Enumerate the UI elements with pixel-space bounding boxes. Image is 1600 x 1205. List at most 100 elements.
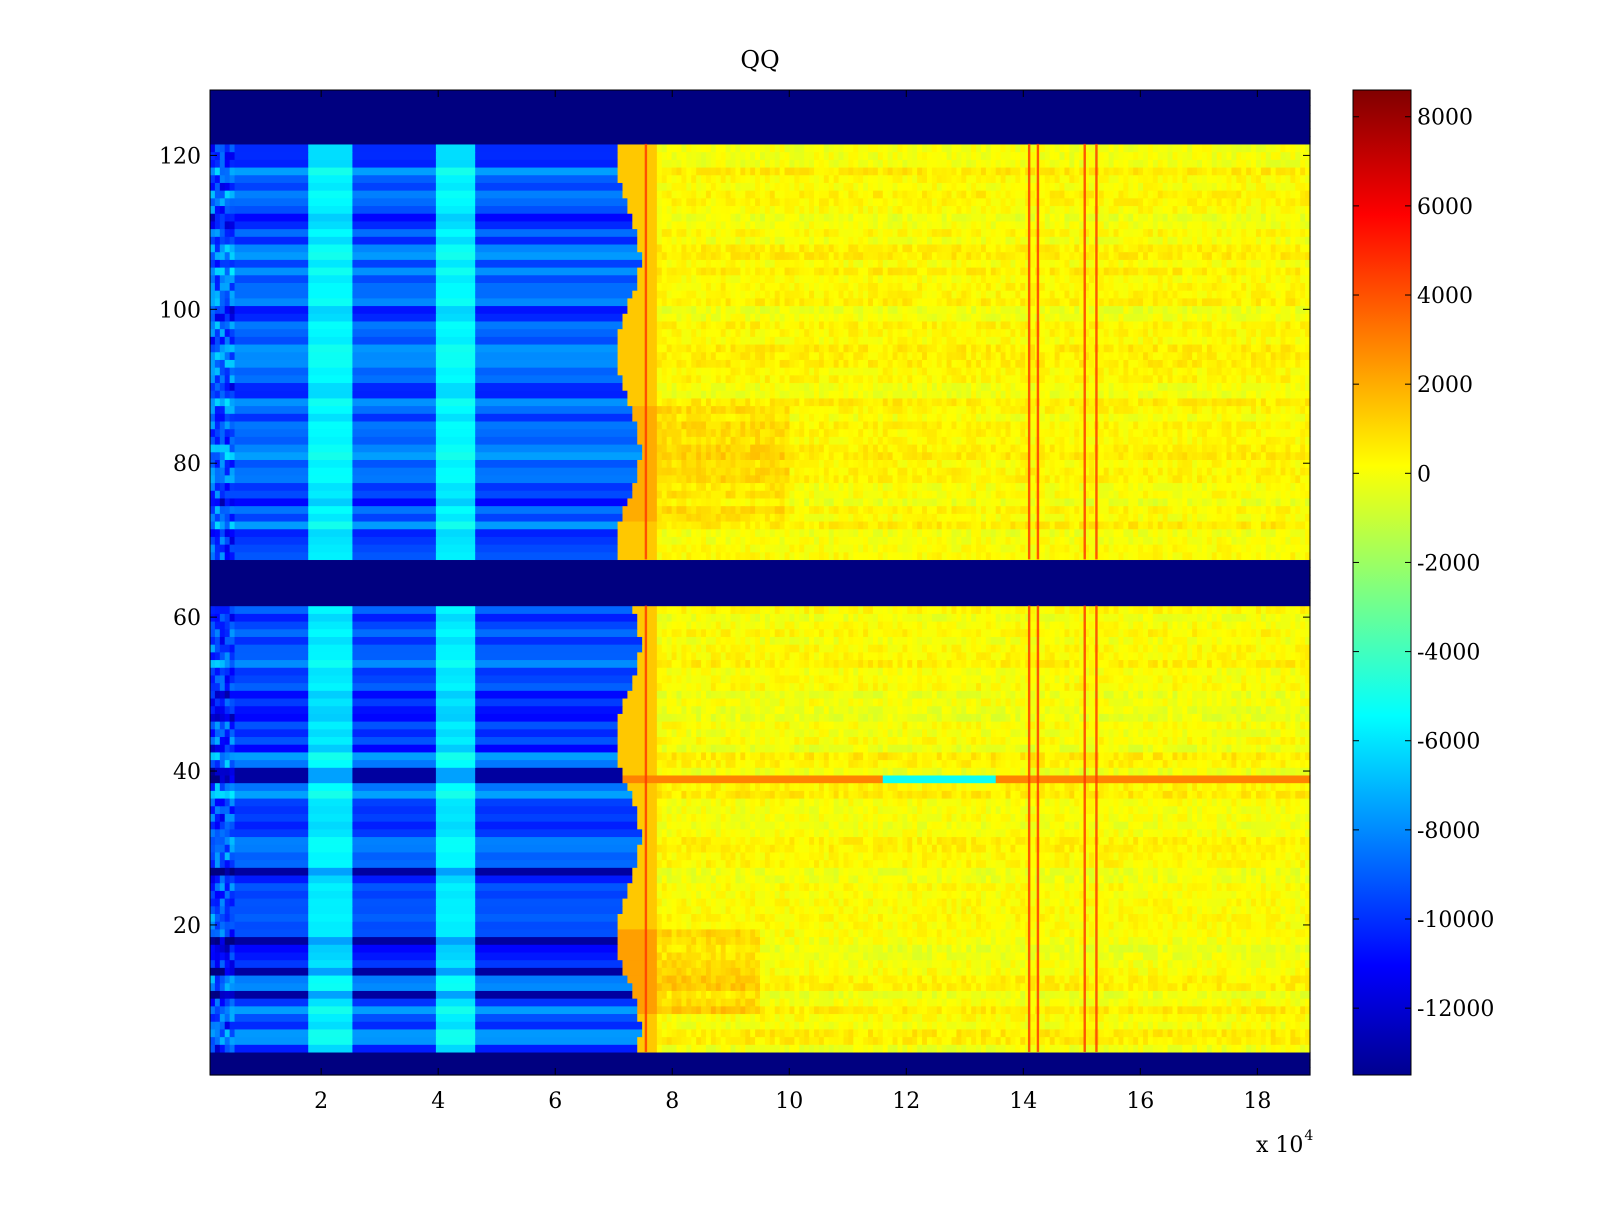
heatmap-cell <box>681 967 687 976</box>
heatmap-cell <box>1285 936 1291 945</box>
heatmap-cell <box>308 828 354 838</box>
heatmap-cell <box>1241 851 1247 861</box>
heatmap-cell <box>976 859 982 868</box>
heatmap-cell <box>931 836 938 845</box>
heatmap-cell <box>1015 1005 1021 1015</box>
heatmap-cell <box>219 1036 226 1045</box>
heatmap-cell <box>681 1028 687 1038</box>
heatmap-cell <box>1226 974 1233 984</box>
heatmap-cell <box>1020 844 1026 853</box>
heatmap-cell <box>1246 982 1252 991</box>
heatmap-cell <box>1118 905 1124 914</box>
heatmap-cell <box>730 1013 737 1022</box>
heatmap-cell <box>1265 874 1272 884</box>
heatmap-cell <box>1290 990 1296 999</box>
heatmap-cell <box>951 951 958 961</box>
heatmap-cell <box>1270 913 1282 922</box>
heatmap-cell <box>907 1044 913 1053</box>
heatmap-cell <box>1221 797 1228 807</box>
heatmap-cell <box>799 859 805 868</box>
heatmap-cell <box>234 944 309 953</box>
heatmap-cell <box>710 974 717 984</box>
heatmap-cell <box>818 1028 825 1038</box>
heatmap-cell <box>1108 790 1115 799</box>
heatmap-cell <box>701 767 707 776</box>
heatmap-cell <box>848 782 854 791</box>
heatmap-cell <box>219 974 226 984</box>
heatmap-cell <box>1005 928 1012 938</box>
heatmap-cell <box>214 982 221 991</box>
heatmap-cell <box>1172 959 1179 968</box>
heatmap-cell <box>995 959 1002 968</box>
heatmap-cell <box>681 1044 687 1053</box>
heatmap-cell <box>715 1005 722 1015</box>
heatmap-cell <box>214 998 221 1007</box>
heatmap-cell <box>995 867 1002 876</box>
heatmap-cell <box>1084 828 1090 838</box>
heatmap-cell <box>1147 836 1154 845</box>
heatmap-cell <box>1206 905 1213 914</box>
heatmap-cell <box>1020 921 1026 930</box>
heatmap-cell <box>701 967 707 976</box>
heatmap-cell <box>799 1005 805 1015</box>
heatmap-cell <box>843 990 849 999</box>
heatmap-cell <box>1246 890 1252 899</box>
heatmap-cell <box>931 790 938 799</box>
heatmap-cell <box>971 859 977 868</box>
heatmap-cell <box>681 867 687 876</box>
heatmap-cell <box>1231 836 1237 845</box>
heatmap-cell <box>308 859 354 868</box>
heatmap-cell <box>1162 928 1169 938</box>
heatmap-cell <box>902 836 908 845</box>
heatmap-cell <box>1108 782 1115 791</box>
heatmap-cell <box>794 998 800 1007</box>
heatmap-cell <box>1192 1044 1198 1053</box>
heatmap-cell <box>902 951 908 961</box>
heatmap-cell <box>931 951 938 961</box>
heatmap-cell <box>691 790 697 799</box>
heatmap-cell <box>1059 898 1066 907</box>
heatmap-cell <box>941 951 948 961</box>
heatmap-cell <box>686 836 692 845</box>
heatmap-cell <box>1197 928 1203 938</box>
heatmap-cell <box>1265 859 1272 868</box>
heatmap-cell <box>1064 998 1070 1007</box>
heatmap-cell <box>990 1013 997 1022</box>
heatmap-cell <box>882 1005 889 1015</box>
heatmap-cell <box>784 867 791 876</box>
heatmap-cell <box>740 936 746 945</box>
heatmap-cell <box>1044 905 1051 914</box>
heatmap-cell <box>1236 913 1242 922</box>
heatmap-cell <box>1201 867 1208 876</box>
heatmap-cell <box>764 859 771 868</box>
heatmap-cell <box>691 898 697 907</box>
heatmap-cell <box>868 1036 874 1045</box>
heatmap-cell <box>1020 805 1026 814</box>
heatmap-cell <box>1192 805 1198 814</box>
heatmap-cell <box>794 928 800 938</box>
heatmap-cell <box>740 828 746 838</box>
heatmap-cell <box>1049 913 1056 922</box>
heatmap-cell <box>1074 813 1080 822</box>
heatmap-cell <box>1201 782 1208 791</box>
heatmap-cell <box>1000 821 1007 830</box>
heatmap-cell <box>912 936 918 945</box>
heatmap-cell <box>931 905 938 914</box>
heatmap-cell <box>1128 998 1134 1007</box>
heatmap-cell <box>715 782 722 791</box>
heatmap-cell <box>868 928 874 938</box>
heatmap-cell <box>710 836 717 845</box>
heatmap-cell <box>696 1005 702 1015</box>
heatmap-cell <box>961 1028 967 1038</box>
heatmap-cell <box>789 767 795 776</box>
heatmap-cell <box>922 828 928 838</box>
heatmap-cell <box>1285 844 1291 853</box>
heatmap-cell <box>769 836 776 845</box>
heatmap-cell <box>872 944 879 953</box>
heatmap-cell <box>912 913 918 922</box>
heatmap-cell <box>1305 890 1311 899</box>
heatmap-cell <box>1241 821 1247 830</box>
heatmap-cell <box>951 797 958 807</box>
heatmap-cell <box>710 967 722 976</box>
heatmap-cell <box>1265 851 1272 861</box>
